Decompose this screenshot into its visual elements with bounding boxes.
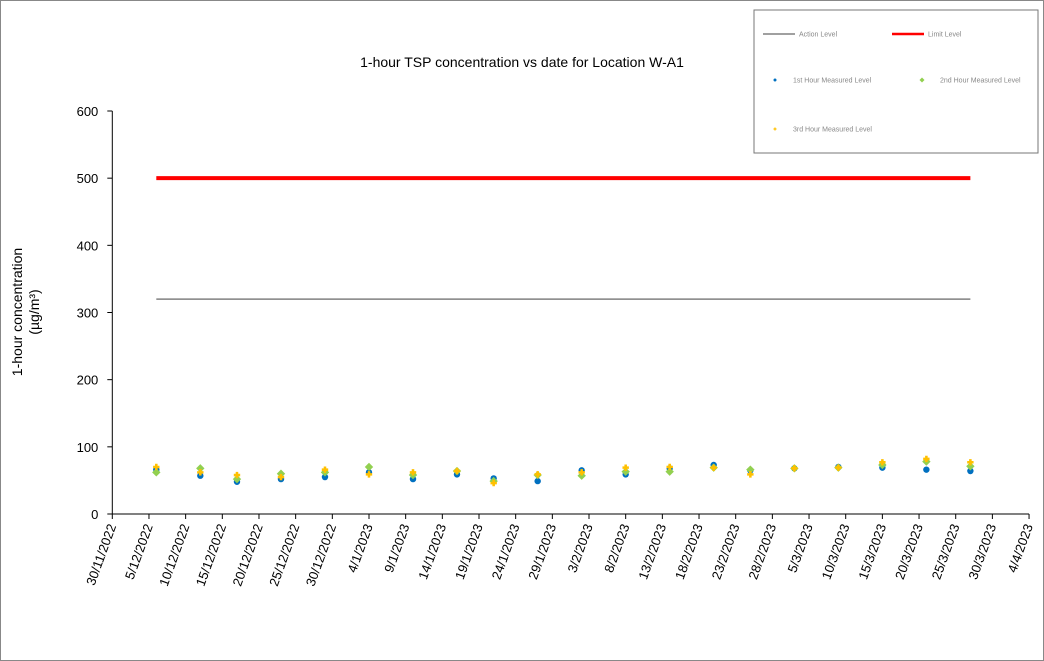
x-tick-label: 25/12/2022: [266, 522, 302, 588]
x-tick-label: 20/12/2022: [229, 522, 265, 588]
point-series-3: [622, 464, 629, 471]
point-series-2: [746, 465, 755, 474]
point-series-3: [321, 466, 329, 473]
point-series-1: [967, 467, 974, 475]
x-tick-label: 9/1/2023: [381, 522, 412, 575]
y-tick-label: 200: [77, 373, 99, 388]
x-tick-label: 30/11/2022: [83, 522, 119, 587]
legend-label-series-2: 2nd Hour Measured Level: [940, 78, 1021, 85]
point-series-3: [490, 479, 497, 487]
point-series-3: [409, 469, 417, 476]
point-series-3: [578, 469, 585, 476]
point-series-2: [966, 462, 975, 471]
point-series-1: [321, 473, 329, 481]
point-series-2: [196, 464, 205, 473]
legend-label-series-3: 3rd Hour Measured Level: [793, 127, 872, 134]
y-tick-label: 400: [77, 238, 99, 253]
legend-label-2: Limit Level: [928, 32, 962, 39]
point-series-3: [277, 473, 285, 481]
point-series-1: [534, 477, 541, 485]
x-tick-label: 30/12/2022: [303, 522, 339, 588]
x-tick-label: 10/12/2022: [156, 522, 192, 588]
y-axis-label-line1: 1-hour concentration: [9, 248, 25, 376]
x-tick-label: 30/3/2023: [965, 522, 999, 581]
x-tick-label: 3/2/2023: [564, 522, 595, 575]
plot-marks: [152, 176, 975, 487]
legend-marker-series-1: [773, 78, 777, 82]
x-tick-label: 15/3/2023: [855, 522, 889, 581]
x-tick-label: 20/3/2023: [892, 522, 926, 581]
x-tick-label: 29/1/2023: [525, 522, 559, 581]
point-series-3: [879, 459, 886, 466]
x-tick-label: 28/2/2023: [745, 522, 779, 581]
point-series-3: [153, 463, 160, 471]
y-tick-label: 500: [77, 171, 99, 186]
x-tick-label: 14/1/2023: [415, 522, 449, 581]
legend-marker-series-2: [919, 77, 925, 83]
point-series-2: [152, 468, 161, 477]
point-series-3: [923, 455, 930, 463]
point-series-1: [197, 472, 204, 479]
x-tick-label: 8/2/2023: [601, 522, 632, 575]
point-series-3: [967, 459, 974, 466]
point-series-3: [534, 471, 541, 478]
x-tick-label: 4/1/2023: [344, 522, 375, 575]
point-series-3: [197, 469, 204, 476]
x-tick-label: 18/2/2023: [672, 522, 706, 581]
x-tick-label: 10/3/2023: [819, 522, 853, 581]
point-series-3: [747, 471, 754, 478]
point-series-3: [453, 467, 461, 475]
point-series-2: [621, 467, 630, 476]
x-tick-label: 25/3/2023: [929, 522, 963, 581]
y-axis-label-line2: (µg/m³): [26, 289, 42, 334]
y-tick-label: 0: [91, 507, 98, 522]
legend-label-1: Action Level: [799, 32, 838, 39]
x-tick-label: 4/4/2023: [1004, 522, 1035, 575]
x-tick-label: 13/2/2023: [635, 522, 669, 581]
x-tick-label: 24/1/2023: [489, 522, 523, 581]
y-tick-label: 100: [77, 440, 99, 455]
legend: Action Level Limit Level 1st Hour Measured…: [753, 9, 1039, 154]
point-series-3: [233, 471, 241, 479]
point-series-2: [232, 474, 242, 484]
y-axis-label: 1-hour concentration(µg/m³): [9, 248, 42, 376]
point-series-3: [835, 464, 842, 471]
point-series-2: [364, 462, 374, 472]
point-series-3: [666, 463, 673, 471]
point-series-3: [791, 465, 798, 472]
y-tick-label: 600: [77, 104, 99, 119]
chart-title: 1-hour TSP concentration vs date for Loc…: [360, 54, 684, 70]
legend-marker-series-3: [773, 127, 777, 131]
x-tick-label: 23/2/2023: [709, 522, 743, 581]
point-series-1: [923, 466, 930, 473]
point-series-3: [365, 471, 373, 478]
point-series-3: [710, 464, 717, 471]
x-tick-label: 5/12/2022: [122, 522, 156, 581]
legend-label-series-1: 1st Hour Measured Level: [793, 78, 872, 85]
x-tick-label: 19/1/2023: [452, 522, 486, 581]
x-tick-label: 15/12/2022: [193, 522, 229, 588]
y-tick-label: 300: [77, 306, 99, 321]
x-tick-label: 5/3/2023: [784, 522, 815, 575]
point-series-2: [665, 467, 674, 476]
